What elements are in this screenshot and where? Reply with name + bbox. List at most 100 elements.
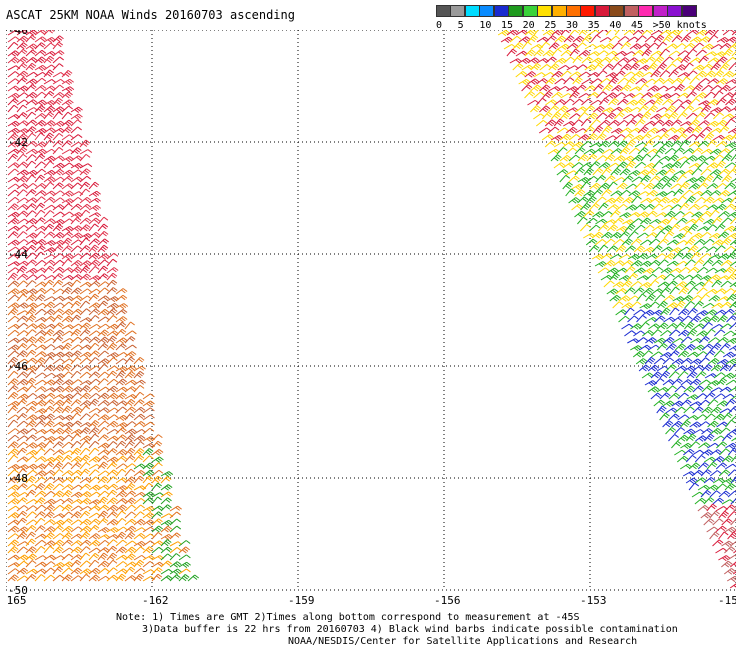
wind-barb bbox=[683, 85, 696, 92]
wind-barb bbox=[620, 41, 632, 50]
wind-barb bbox=[43, 504, 55, 512]
wind-barb bbox=[79, 163, 93, 169]
wind-barb bbox=[133, 441, 145, 449]
wind-barb bbox=[7, 554, 20, 561]
lat-label: -44 bbox=[8, 248, 28, 261]
wind-barb bbox=[151, 456, 164, 463]
wind-barb bbox=[688, 462, 701, 470]
wind-barb bbox=[721, 518, 733, 526]
wind-barb bbox=[97, 490, 110, 498]
wind-barb bbox=[713, 70, 725, 78]
wind-barb bbox=[106, 559, 118, 568]
wind-barb bbox=[25, 218, 38, 225]
wind-barb bbox=[721, 153, 733, 162]
wind-barb bbox=[25, 111, 37, 120]
wind-barb bbox=[97, 560, 109, 568]
wind-barb bbox=[97, 308, 110, 316]
wind-barb bbox=[7, 203, 19, 211]
wind-barb bbox=[645, 337, 657, 344]
wind-barb bbox=[587, 112, 599, 120]
wind-barb bbox=[34, 119, 47, 127]
wind-barb bbox=[657, 259, 669, 267]
wind-barb bbox=[553, 118, 565, 127]
wind-barb bbox=[527, 57, 540, 64]
wind-barb bbox=[106, 258, 118, 267]
wind-barb bbox=[635, 98, 647, 106]
wind-barb bbox=[61, 78, 74, 86]
wind-barb bbox=[88, 252, 100, 260]
wind-barb bbox=[676, 133, 688, 141]
wind-barb bbox=[568, 134, 581, 141]
wind-barb bbox=[720, 259, 733, 267]
wind-barb bbox=[7, 294, 19, 302]
wind-barb bbox=[70, 336, 83, 344]
wind-barb bbox=[684, 300, 696, 309]
wind-barb bbox=[34, 294, 46, 302]
wind-barb bbox=[25, 573, 37, 582]
wind-barb bbox=[687, 266, 700, 274]
wind-barb bbox=[97, 392, 110, 400]
wind-barb bbox=[142, 407, 155, 414]
wind-barb bbox=[178, 568, 191, 575]
wind-barb bbox=[7, 344, 20, 351]
wind-barb bbox=[43, 526, 56, 533]
wind-barb bbox=[124, 540, 137, 547]
wind-barb bbox=[151, 434, 163, 442]
wind-barb bbox=[646, 168, 658, 176]
wind-barb bbox=[43, 190, 56, 197]
wind-barb bbox=[722, 393, 735, 400]
wind-barb bbox=[16, 378, 29, 386]
wind-barb bbox=[7, 512, 20, 519]
wind-barb bbox=[7, 36, 20, 43]
wind-barb bbox=[124, 525, 137, 533]
wind-barb bbox=[7, 162, 20, 169]
legend-label: 20 bbox=[522, 20, 535, 31]
wind-barb bbox=[636, 337, 648, 344]
wind-barb bbox=[633, 245, 646, 253]
wind-barb bbox=[25, 553, 37, 561]
wind-barb bbox=[16, 342, 28, 351]
wind-barb bbox=[551, 48, 562, 57]
wind-barb bbox=[683, 62, 694, 71]
wind-barb bbox=[538, 127, 551, 134]
wind-barb bbox=[79, 181, 91, 190]
wind-barb bbox=[592, 188, 604, 197]
wind-barb bbox=[630, 323, 643, 330]
wind-barb bbox=[647, 105, 659, 113]
legend-swatch bbox=[667, 5, 683, 17]
wind-barb bbox=[704, 112, 716, 120]
wind-barb bbox=[686, 433, 697, 442]
wind-barb bbox=[151, 482, 162, 491]
wind-barb bbox=[97, 414, 110, 421]
wind-barb bbox=[52, 574, 65, 582]
wind-barb bbox=[97, 470, 110, 477]
wind-barb bbox=[7, 196, 20, 204]
wind-barb bbox=[559, 154, 572, 162]
wind-barb bbox=[106, 335, 117, 344]
wind-barb bbox=[34, 56, 46, 64]
wind-barb bbox=[655, 169, 668, 176]
wind-barb bbox=[675, 281, 688, 288]
wind-barb bbox=[649, 218, 662, 225]
wind-barb bbox=[673, 147, 685, 155]
wind-barb bbox=[592, 167, 604, 176]
wind-barb bbox=[16, 231, 28, 239]
wind-barb bbox=[52, 253, 65, 260]
wind-barb bbox=[142, 540, 155, 547]
wind-barb bbox=[581, 56, 593, 64]
wind-barb bbox=[729, 301, 736, 309]
wind-barb bbox=[106, 518, 119, 526]
wind-barb bbox=[688, 482, 700, 491]
wind-barb bbox=[169, 553, 181, 561]
wind-barb bbox=[25, 78, 38, 85]
wind-barb bbox=[672, 296, 685, 303]
wind-barb bbox=[16, 62, 28, 71]
wind-barb bbox=[621, 238, 633, 246]
wind-barb bbox=[732, 312, 736, 316]
wind-barb bbox=[52, 329, 65, 337]
wind-barb bbox=[25, 428, 38, 435]
wind-barb bbox=[61, 237, 73, 246]
wind-barb bbox=[596, 70, 608, 78]
wind-barb bbox=[601, 125, 613, 134]
wind-barb bbox=[603, 280, 615, 288]
